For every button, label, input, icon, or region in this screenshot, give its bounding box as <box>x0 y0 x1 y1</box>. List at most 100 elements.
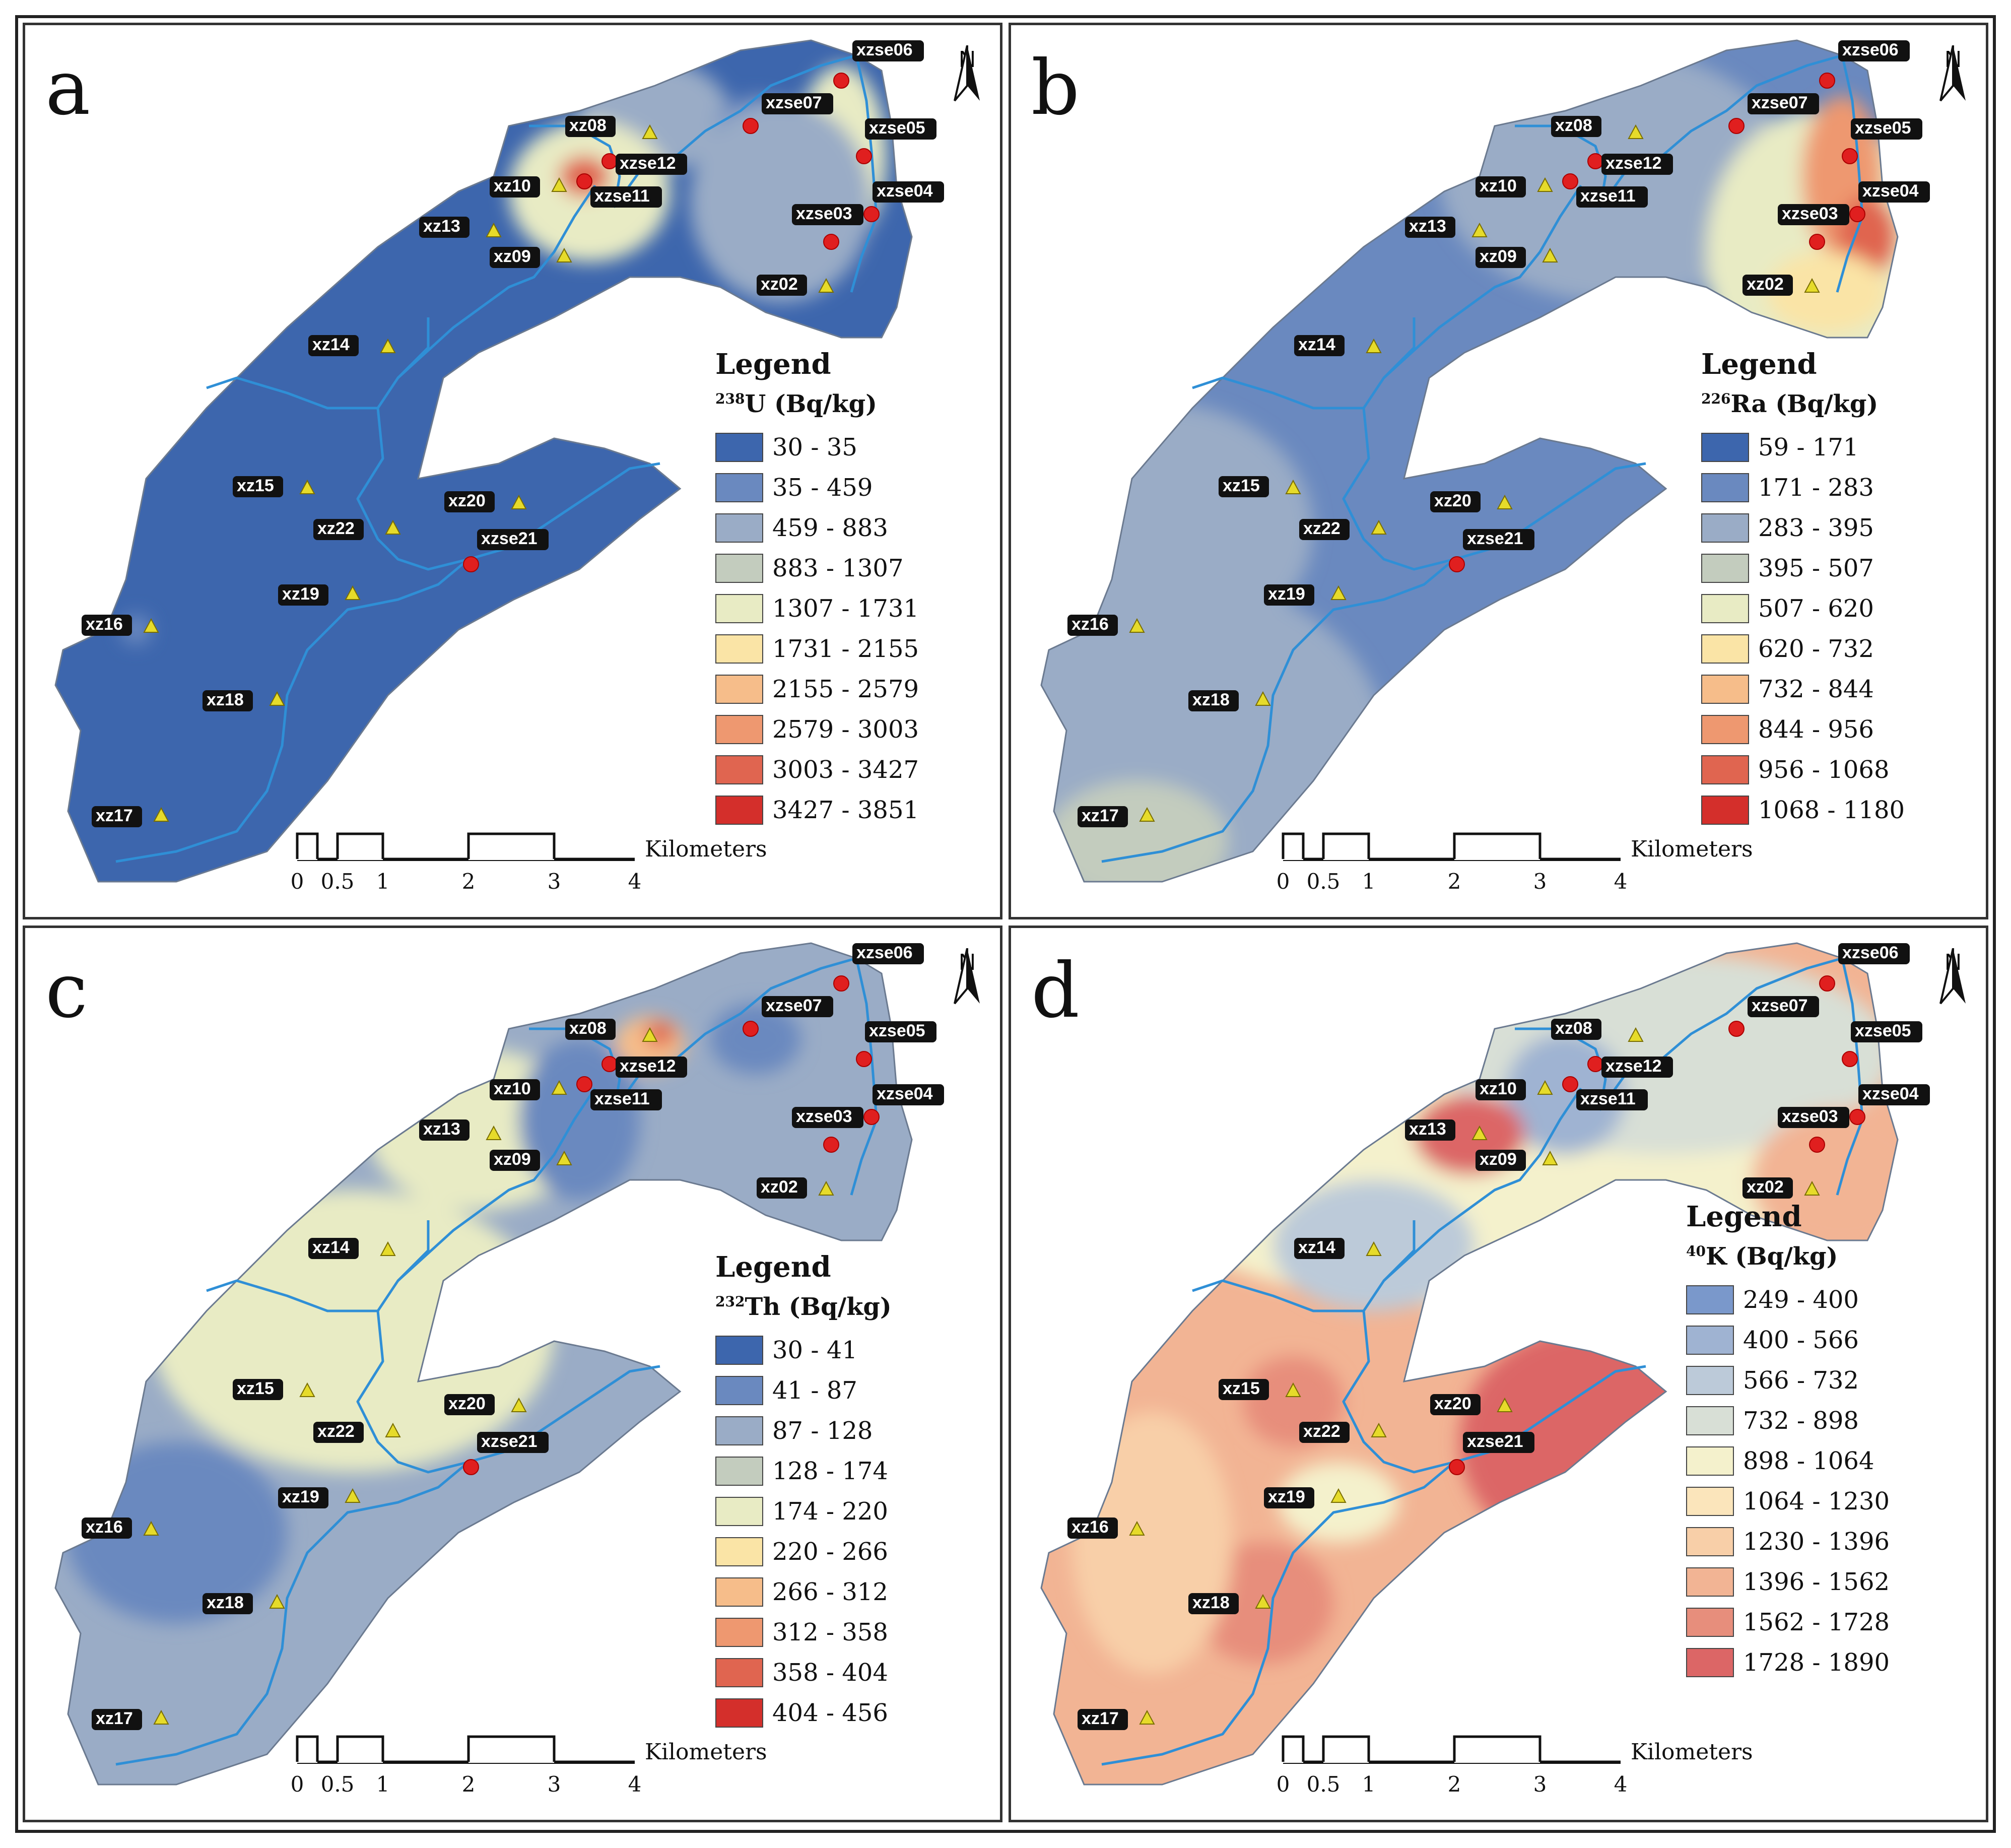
site-label: xz15 <box>237 1379 274 1398</box>
site-label-background <box>590 1089 662 1110</box>
sediment-site-marker <box>833 975 849 992</box>
site-label: xz02 <box>1747 1177 1784 1197</box>
legend: Legend 226Ra (Bq/kg) 59 - 171 171 - 283 283 … <box>1701 348 1905 830</box>
north-arrow-icon <box>954 948 980 1005</box>
site-label-background <box>82 1517 132 1539</box>
soil-site-marker <box>1285 1382 1301 1397</box>
site-label: xzse07 <box>766 93 822 112</box>
legend-swatch <box>1701 715 1749 744</box>
site-label: xz14 <box>1298 1238 1335 1257</box>
soil-site-marker <box>299 479 315 494</box>
legend-range: 171 - 283 <box>1758 474 1874 502</box>
site-label: xz14 <box>312 1238 350 1257</box>
legend-range: 566 - 732 <box>1743 1366 1859 1395</box>
site-label: xz10 <box>1480 1079 1517 1098</box>
site-label-background <box>419 1119 470 1141</box>
north-arrow-icon <box>954 45 980 102</box>
scale-tick-label: 2 <box>461 1772 476 1797</box>
legend-class: 171 - 283 <box>1701 468 1905 508</box>
site-label-background <box>308 335 359 356</box>
soil-site-marker <box>642 124 658 139</box>
legend-range: 266 - 312 <box>772 1578 888 1606</box>
site-label-background <box>1405 217 1455 238</box>
legend-range: 883 - 1307 <box>772 554 904 582</box>
site-label-background <box>1264 584 1314 606</box>
site-label-background <box>1476 176 1526 197</box>
site-label-background <box>203 1593 253 1614</box>
scale-tick-label: 2 <box>1447 1772 1461 1797</box>
legend-class: 283 - 395 <box>1701 508 1905 548</box>
scale-bar: 0 0.5 1 2 3 4 Kilometers <box>287 1734 791 1810</box>
site-label: xz14 <box>312 335 350 354</box>
legend-swatch <box>1686 1446 1734 1476</box>
scale-tick-label: 4 <box>1614 1772 1628 1797</box>
scale-tick-label: 0.5 <box>320 1772 355 1797</box>
site-label-background <box>616 154 687 175</box>
site-label-background <box>792 204 863 225</box>
panel-letter: d <box>1031 947 1080 1035</box>
site-label-background <box>203 690 253 711</box>
site-label-background <box>873 181 944 203</box>
scale-bar-graphic <box>1282 832 1621 861</box>
legend-range: 732 - 898 <box>1743 1407 1859 1435</box>
legend-title: Legend <box>1686 1200 1802 1233</box>
river-line <box>206 1279 378 1312</box>
scale-tick-label: 1 <box>376 869 390 894</box>
legend-class: 3003 - 3427 <box>715 750 919 790</box>
scale-bar: 0 0.5 1 2 3 4 Kilometers <box>287 831 791 907</box>
site-label-background <box>1188 690 1239 711</box>
legend-class: 956 - 1068 <box>1701 750 1905 790</box>
isotope-mass-number: 40 <box>1686 1243 1706 1260</box>
concentration-zone <box>1071 1412 1233 1674</box>
legend-swatch <box>715 715 763 744</box>
legend-swatch <box>715 594 763 623</box>
site-label: xzse06 <box>856 943 913 962</box>
site-label-background <box>490 247 540 268</box>
isotope-mass-number: 238 <box>715 390 745 407</box>
soil-site-marker <box>1497 494 1513 509</box>
site-label: xz17 <box>1082 806 1119 825</box>
legend-swatch <box>715 1658 763 1687</box>
site-label: xzse03 <box>796 1107 852 1126</box>
legend-swatch <box>715 755 763 784</box>
legend-swatch <box>715 433 763 462</box>
legend-range: 59 - 171 <box>1758 433 1859 461</box>
legend-swatch <box>715 513 763 543</box>
soil-site-marker <box>153 807 169 822</box>
legend-swatch <box>1701 796 1749 825</box>
map-canvas: xzse06 xzse07 xzse05 xz08 xzse12 xz10 xzse11 xz… <box>1040 942 1930 1786</box>
site-label-background <box>1219 1379 1269 1400</box>
site-label-background <box>1294 1238 1345 1259</box>
legend-swatch <box>715 634 763 664</box>
site-label: xz15 <box>237 476 274 495</box>
panel-b: xzse06 xzse07 xzse05 xz08 xzse12 xz10 xzse11 xz… <box>1009 23 1988 919</box>
site-label: xz22 <box>317 519 355 538</box>
scale-tick-label: 0.5 <box>1306 869 1340 894</box>
panel-letter: b <box>1031 44 1080 132</box>
sediment-site-marker <box>576 173 592 189</box>
scale-bar: 0 0.5 1 2 3 4 Kilometers <box>1273 831 1777 907</box>
site-label-background <box>1294 335 1345 356</box>
site-label: xz08 <box>569 116 607 135</box>
site-label-background <box>762 93 833 114</box>
north-arrow: N <box>952 45 982 102</box>
soil-site-marker <box>1139 1709 1155 1725</box>
site-label-background <box>490 1079 540 1100</box>
scale-unit-label: Kilometers <box>1631 1739 1753 1765</box>
legend-class: 35 - 459 <box>715 468 919 508</box>
soil-site-marker <box>1471 222 1488 237</box>
legend-class: 358 - 404 <box>715 1653 892 1693</box>
site-label-background <box>865 118 936 140</box>
site-label-background <box>1748 996 1819 1017</box>
river-line <box>115 558 470 863</box>
site-label-background <box>1858 1084 1930 1105</box>
site-label: xz22 <box>1303 1422 1340 1441</box>
legend-swatch <box>715 473 763 502</box>
legend-class: 1307 - 1731 <box>715 588 919 629</box>
sediment-site-marker <box>1809 234 1825 250</box>
catchment-boundary <box>54 39 913 883</box>
legend-swatch <box>715 1497 763 1526</box>
soil-site-marker <box>551 177 567 192</box>
sediment-site-marker <box>743 118 759 134</box>
site-label: xzse11 <box>594 186 650 206</box>
